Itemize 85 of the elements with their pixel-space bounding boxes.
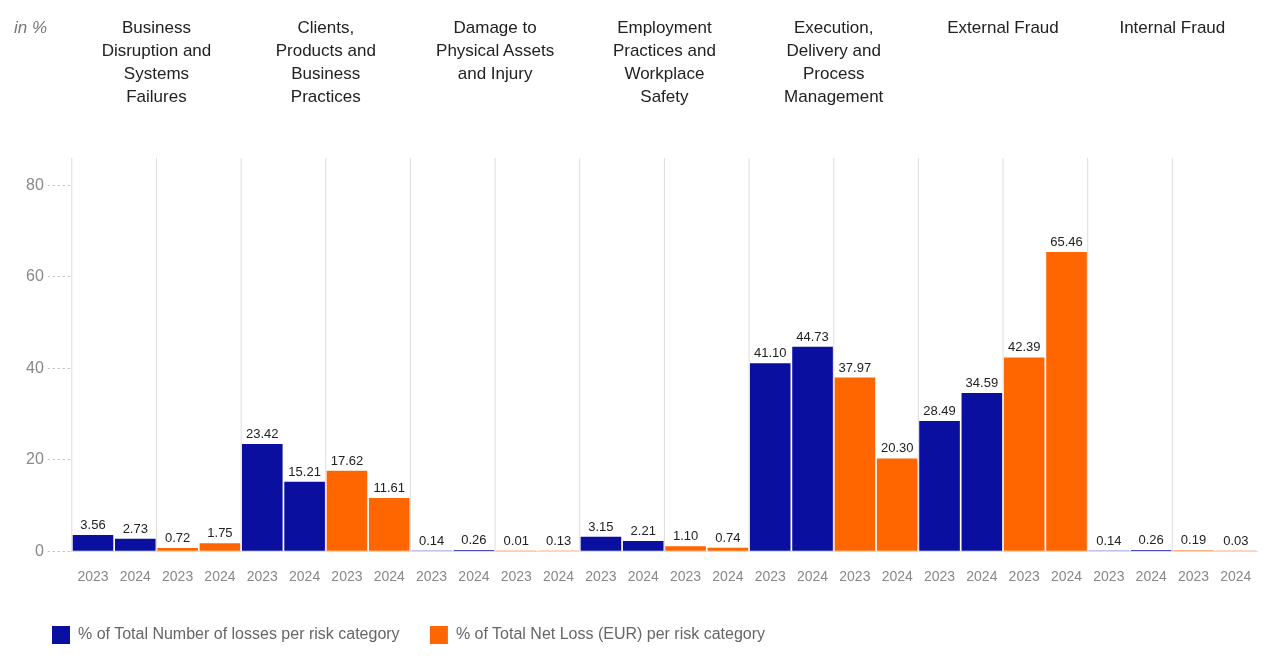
- data-label: 0.14: [418, 532, 445, 548]
- x-tick-label: 2023: [416, 568, 448, 585]
- text: Business Disruption and Systems Failures: [101, 18, 212, 107]
- x-tick-label: 2024: [966, 568, 998, 585]
- text: Employment Practices and Workplace Safety: [612, 18, 716, 107]
- legend-label: % of Total Number of losses per risk category: [78, 625, 400, 643]
- data-label: 0.14: [1096, 532, 1122, 548]
- bar: [961, 393, 1003, 551]
- x-tick-label: 2024: [712, 568, 744, 585]
- data-label: 0.26: [461, 532, 487, 548]
- data-label: 17.62: [330, 452, 364, 468]
- bar: [199, 543, 241, 551]
- text: Internal Fraud: [1119, 18, 1226, 38]
- x-tick-label: 2023: [1093, 568, 1125, 585]
- bar: [665, 546, 706, 551]
- bar: [326, 470, 368, 551]
- text: Execution, Delivery and Process Management: [784, 18, 884, 107]
- y-tick-label: 40: [26, 358, 44, 376]
- x-tick-label: 2024: [373, 568, 406, 585]
- data-label: 41.10: [753, 345, 787, 361]
- text: External Fraud: [947, 18, 1059, 38]
- data-label: 44.73: [796, 328, 829, 344]
- y-tick-label: 60: [26, 267, 44, 285]
- data-label: 1.75: [207, 525, 233, 541]
- x-tick-label: 2023: [77, 568, 109, 585]
- x-tick-label: 2024: [1220, 568, 1252, 585]
- data-label: 28.49: [923, 403, 956, 419]
- x-tick-label: 2023: [839, 568, 871, 585]
- bar: [876, 458, 918, 551]
- data-label: 20.30: [880, 440, 914, 456]
- bar: [622, 541, 664, 551]
- data-label: 1.10: [672, 528, 699, 544]
- data-label: 0.19: [1180, 532, 1207, 548]
- data-label: 2.21: [630, 523, 656, 539]
- x-tick-label: 2024: [543, 568, 575, 585]
- x-tick-label: 2023: [1177, 568, 1210, 585]
- x-tick-label: 2023: [754, 568, 786, 585]
- data-label: 2.73: [122, 520, 148, 536]
- data-label: 0.74: [715, 529, 741, 545]
- bar: [580, 536, 622, 551]
- bar: [834, 377, 876, 551]
- x-tick-label: 2023: [500, 568, 533, 585]
- data-label: 11.61: [373, 480, 406, 496]
- x-tick-label: 2023: [162, 568, 194, 585]
- x-tick-label: 2024: [796, 568, 829, 585]
- bar: [72, 534, 114, 551]
- y-tick-label: 80: [26, 175, 44, 193]
- data-label: 42.39: [1007, 339, 1041, 355]
- legend-label: % of Total Net Loss (EUR) per risk category: [455, 625, 766, 643]
- bar: [707, 547, 749, 551]
- data-label: 3.15: [588, 518, 614, 534]
- x-tick-label: 2024: [881, 568, 913, 585]
- data-label: 34.59: [965, 375, 999, 391]
- y-tick-label: 20: [26, 450, 44, 468]
- x-tick-label: 2024: [204, 568, 236, 585]
- data-label: 15.21: [288, 463, 321, 479]
- data-label: 23.42: [246, 426, 279, 442]
- x-tick-label: 2024: [458, 568, 490, 585]
- data-label: 3.56: [80, 517, 106, 532]
- bar: [919, 420, 960, 551]
- x-tick-label: 2024: [627, 568, 660, 585]
- data-label: 0.72: [164, 529, 191, 545]
- data-label: 0.01: [503, 533, 529, 549]
- text: Damage to Physical Assets and Injury: [436, 18, 555, 84]
- x-tick-label: 2023: [246, 568, 279, 585]
- x-tick-label: 2024: [1050, 568, 1083, 585]
- data-label: 65.46: [1050, 233, 1083, 249]
- y-tick-label: 0: [34, 541, 44, 559]
- bar: [368, 498, 410, 551]
- bar: [114, 538, 156, 551]
- x-tick-label: 2024: [1135, 568, 1167, 585]
- text: Clients, Products and Business Practices: [275, 18, 376, 107]
- x-tick-label: 2023: [669, 568, 702, 585]
- x-tick-label: 2024: [289, 568, 321, 585]
- x-tick-label: 2024: [119, 568, 152, 585]
- data-label: 0.26: [1138, 532, 1164, 548]
- text: in %: [14, 18, 48, 38]
- x-tick-label: 2023: [331, 568, 363, 585]
- x-tick-label: 2023: [585, 568, 617, 585]
- data-label: 37.97: [838, 359, 872, 375]
- data-label: 0.03: [1223, 533, 1249, 549]
- data-label: 0.13: [545, 532, 572, 548]
- x-tick-label: 2023: [923, 568, 956, 585]
- x-tick-label: 2023: [1008, 568, 1040, 585]
- bar: [157, 547, 198, 551]
